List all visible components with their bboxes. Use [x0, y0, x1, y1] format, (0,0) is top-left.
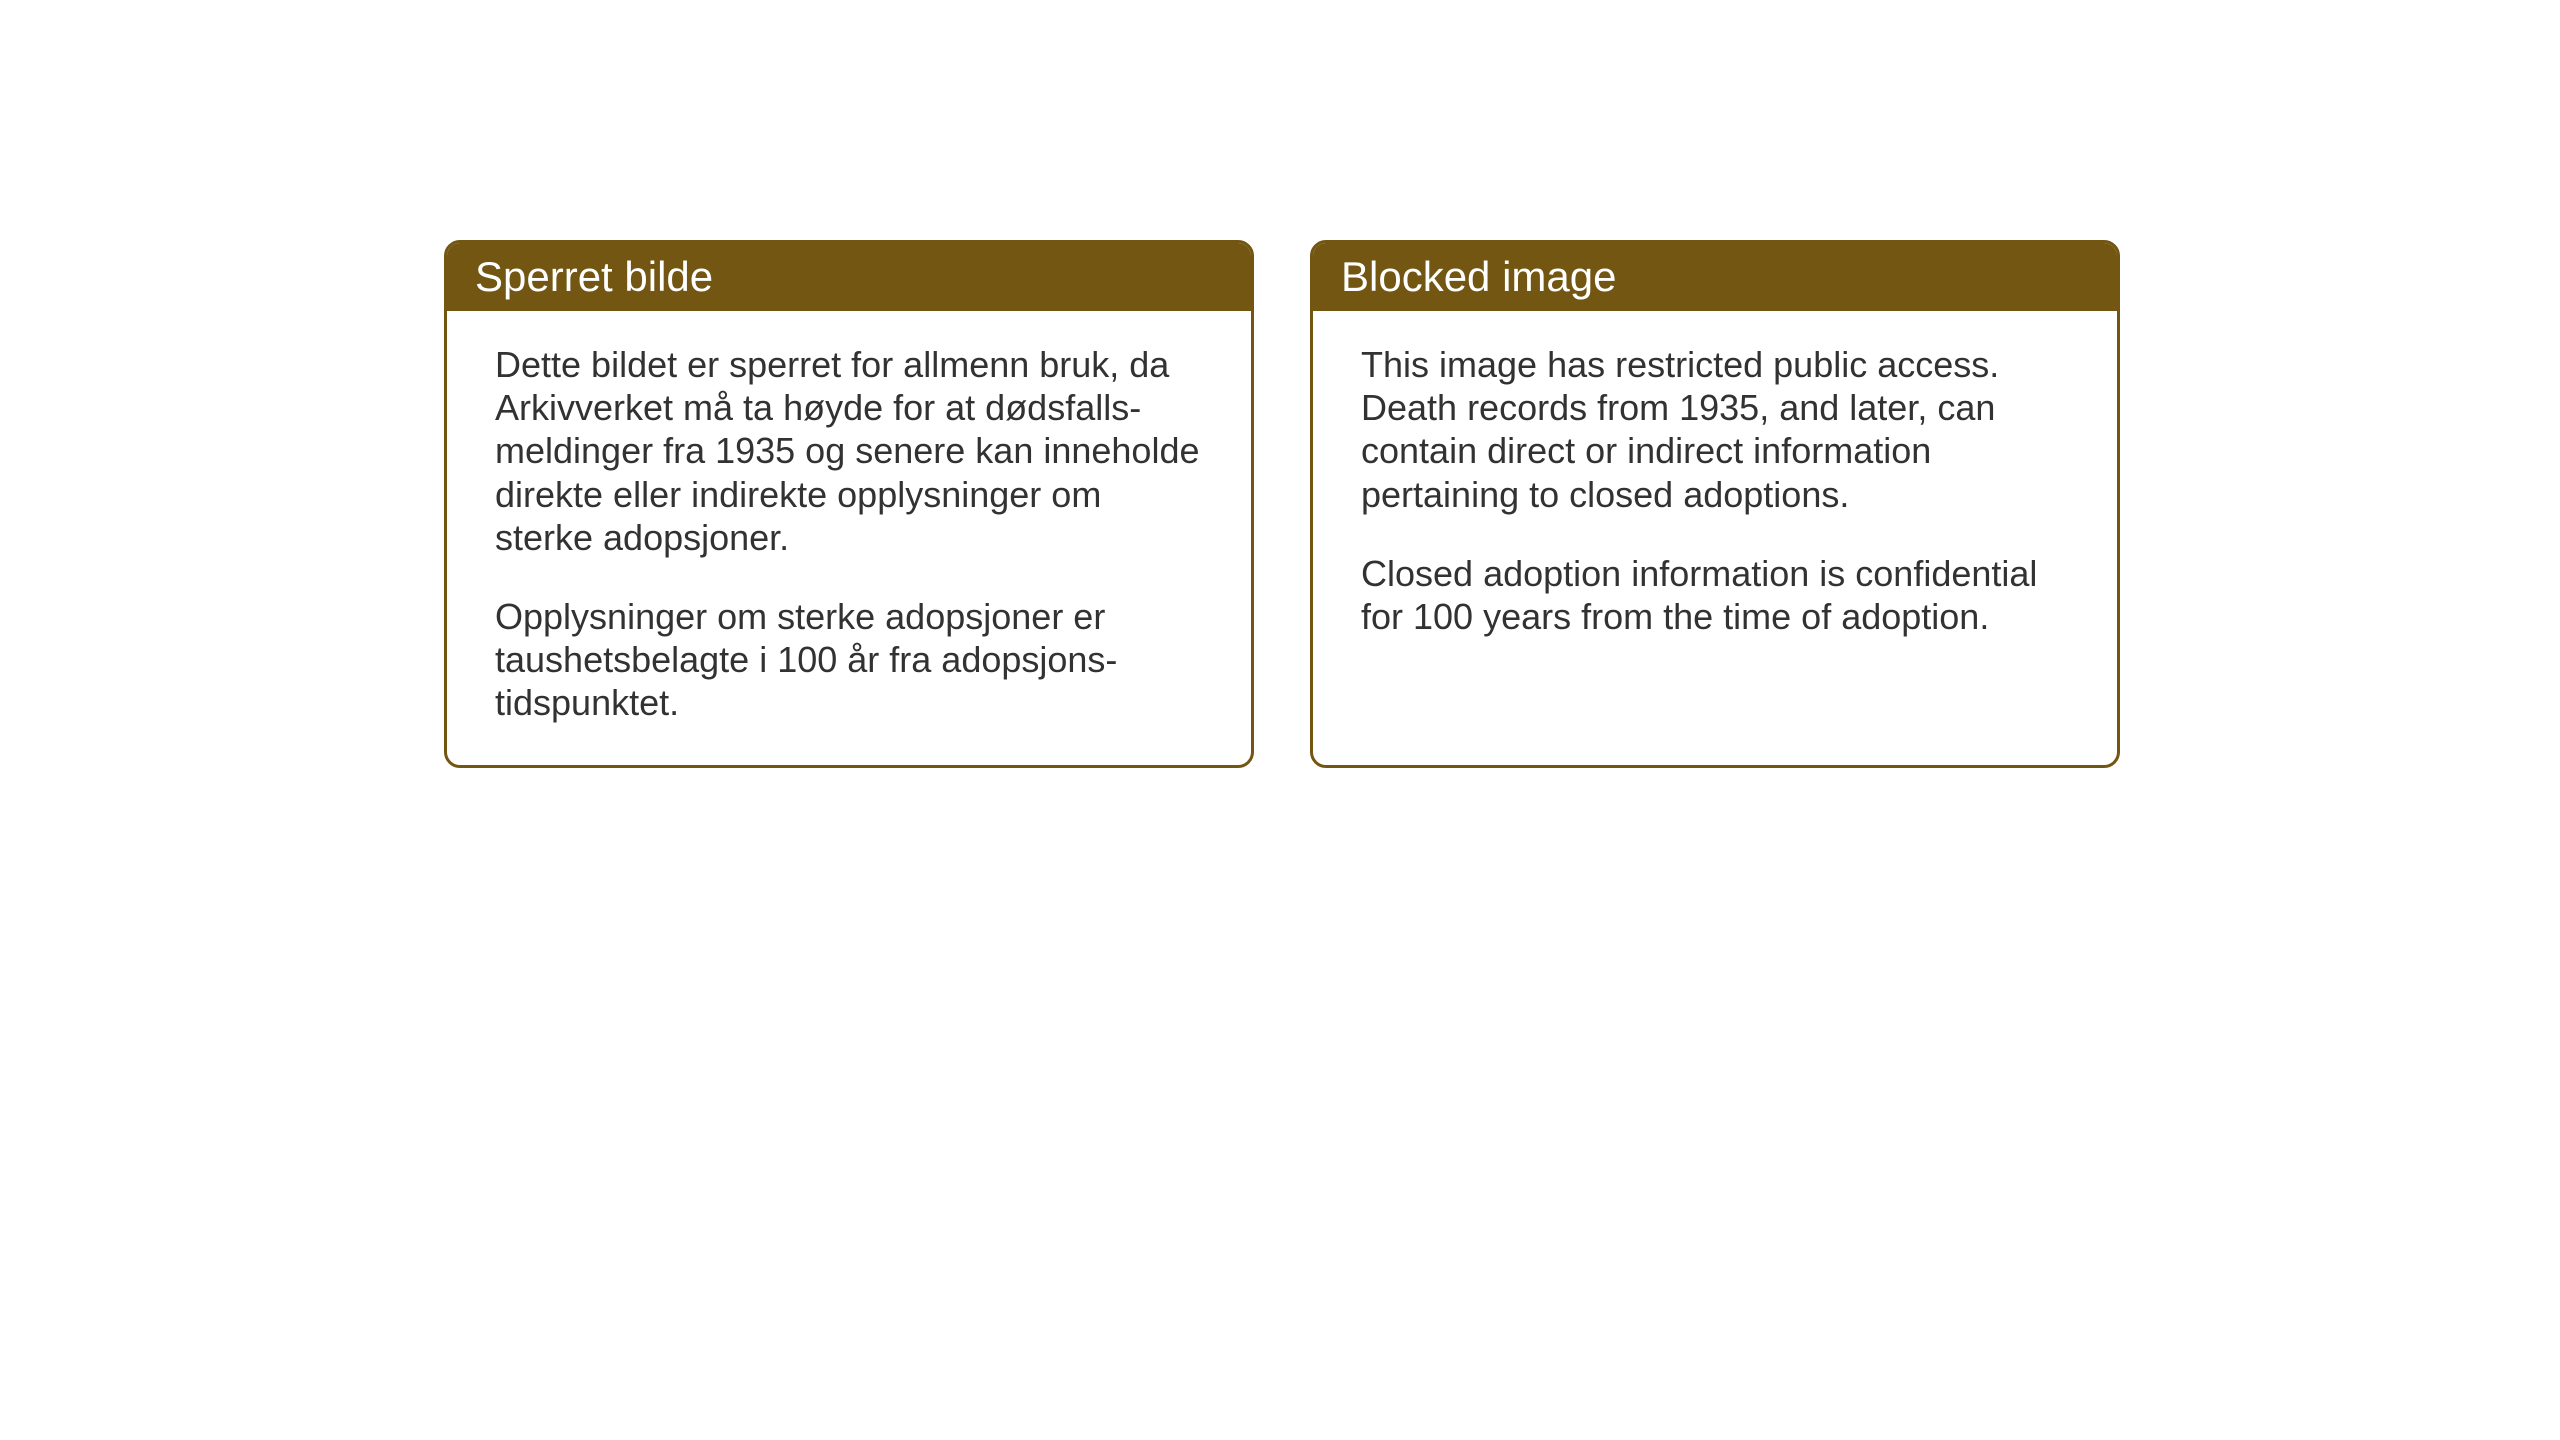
paragraph-english-1: This image has restricted public access.…: [1361, 343, 2069, 516]
paragraph-norwegian-1: Dette bildet er sperret for allmenn bruk…: [495, 343, 1203, 559]
card-body-norwegian: Dette bildet er sperret for allmenn bruk…: [447, 311, 1251, 765]
card-header-english: Blocked image: [1313, 243, 2117, 311]
notice-card-english: Blocked image This image has restricted …: [1310, 240, 2120, 768]
paragraph-english-2: Closed adoption information is confident…: [1361, 552, 2069, 638]
paragraph-norwegian-2: Opplysninger om sterke adopsjoner er tau…: [495, 595, 1203, 725]
notice-card-norwegian: Sperret bilde Dette bildet er sperret fo…: [444, 240, 1254, 768]
card-body-english: This image has restricted public access.…: [1313, 311, 2117, 761]
card-header-norwegian: Sperret bilde: [447, 243, 1251, 311]
notice-container: Sperret bilde Dette bildet er sperret fo…: [444, 240, 2120, 768]
